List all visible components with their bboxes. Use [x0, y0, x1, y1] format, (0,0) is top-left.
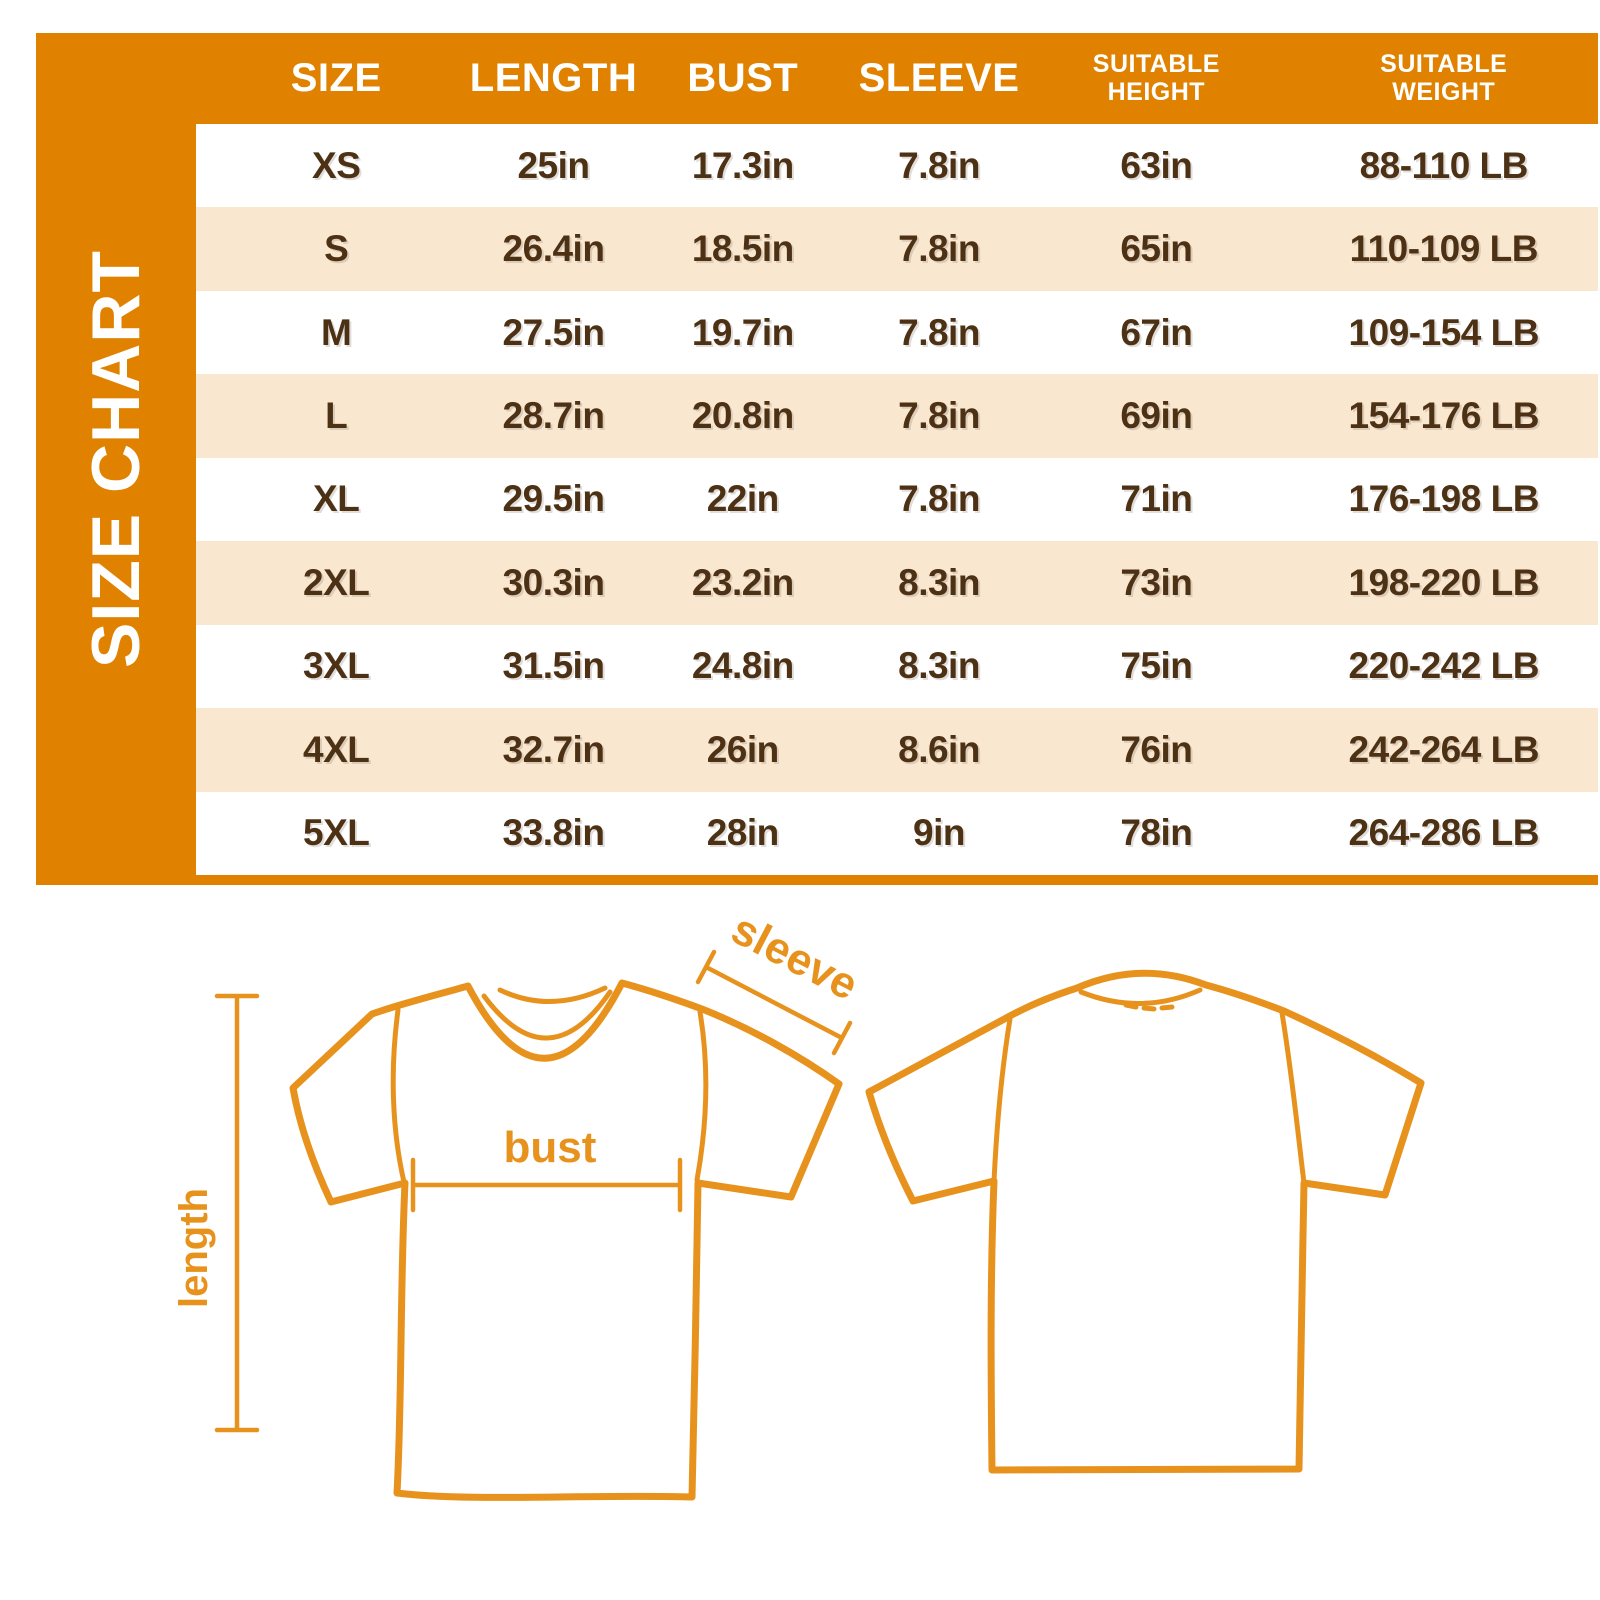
back-collar-stitches [1123, 1002, 1175, 1012]
cell-height: 78in [1120, 812, 1193, 854]
column-header-length: LENGTH [469, 56, 638, 100]
back-shirt-outline [865, 969, 1425, 1474]
cell-sleeve: 7.8in [898, 395, 980, 437]
cell-length: 26.4in [502, 228, 605, 270]
cell-bust: 22in [706, 478, 780, 520]
front-collar-inner-arc [481, 989, 613, 1041]
cell-height: 69in [1120, 395, 1193, 437]
sleeve-label: sleeve [724, 904, 866, 1010]
length-measure-line [214, 993, 260, 1433]
cell-height: 63in [1120, 144, 1193, 186]
cell-height: 75in [1120, 645, 1193, 687]
table-row-2xl: 2XL 30.3in 23.2in 8.3in 73in 198-220 LB [196, 541, 1598, 625]
column-header-bust: BUST [687, 56, 799, 100]
cell-length: 32.7in [502, 728, 605, 770]
cell-bust: 20.8in [691, 395, 794, 437]
cell-length: 29.5in [502, 478, 605, 520]
cell-length: 33.8in [502, 812, 605, 854]
cell-height: 73in [1120, 561, 1193, 603]
cell-size: XL [313, 478, 360, 520]
cell-length: 27.5in [502, 311, 605, 353]
back-right-armhole-seam [1279, 1010, 1307, 1186]
table-body: XS 25in 17.3in 7.8in 63in 88-110 LB S 26.4in 18.… [196, 124, 1598, 875]
cell-sleeve: 7.8in [898, 144, 980, 186]
cell-sleeve: 9in [913, 812, 966, 854]
size-chart-panel: SIZE CHART SIZE LENGTH BUST SLEEVE SUITA… [36, 33, 1598, 885]
cell-length: 30.3in [502, 561, 605, 603]
column-header-suitable-weight: SUITABLE WEIGHT [1380, 50, 1508, 106]
cell-sleeve: 8.3in [898, 645, 980, 687]
cell-weight: 176-198 LB [1348, 478, 1540, 520]
table-row-3xl: 3XL 31.5in 24.8in 8.3in 75in 220-242 LB [196, 624, 1598, 709]
cell-bust: 26in [706, 728, 780, 770]
cell-size: 4XL [303, 728, 370, 770]
cell-size: 2XL [303, 561, 370, 603]
cell-weight: 242-264 LB [1348, 728, 1540, 770]
cell-bust: 19.7in [691, 311, 794, 353]
cell-size: S [324, 228, 349, 270]
cell-bust: 28in [706, 812, 780, 854]
cell-sleeve: 7.8in [898, 311, 980, 353]
cell-bust: 18.5in [691, 228, 794, 270]
front-collar-top-line [497, 985, 608, 1004]
table-row-l: L 28.7in 20.8in 7.8in 69in 154-176 LB [196, 374, 1598, 458]
cell-length: 31.5in [502, 645, 605, 687]
cell-height: 67in [1120, 311, 1193, 353]
cell-size: XS [312, 144, 361, 186]
sleeve-measure-line [695, 949, 853, 1056]
sidebar: SIZE CHART [36, 33, 196, 885]
cell-size: 5XL [303, 812, 370, 854]
table-header-row: SIZE LENGTH BUST SLEEVE SUITABLE HEIGHT … [196, 33, 1598, 124]
cell-sleeve: 8.6in [898, 728, 980, 770]
cell-weight: 198-220 LB [1348, 561, 1540, 603]
back-collar-band-line [1078, 987, 1203, 1006]
table-row-m: M 27.5in 19.7in 7.8in 67in 109-154 LB [196, 290, 1598, 375]
cell-weight: 88-110 LB [1359, 144, 1529, 186]
table-row-5xl: 5XL 33.8in 28in 9in 78in 264-286 LB [196, 791, 1598, 875]
cell-size: L [325, 395, 348, 437]
cell-weight: 154-176 LB [1348, 395, 1540, 437]
cell-height: 71in [1120, 478, 1193, 520]
cell-length: 28.7in [502, 395, 605, 437]
column-header-suitable-height: SUITABLE HEIGHT [1092, 50, 1220, 106]
cell-sleeve: 7.8in [898, 478, 980, 520]
table-row-xl: XL 29.5in 22in 7.8in 71in 176-198 LB [196, 457, 1598, 542]
cell-height: 65in [1120, 228, 1193, 270]
cell-size: 3XL [303, 645, 370, 687]
length-label: length [172, 1188, 216, 1308]
table-row-4xl: 4XL 32.7in 26in 8.6in 76in 242-264 LB [196, 708, 1598, 792]
front-right-armhole-seam [694, 1009, 709, 1183]
front-shirt-outline [289, 979, 843, 1501]
bust-label: bust [504, 1123, 597, 1172]
cell-sleeve: 8.3in [898, 561, 980, 603]
cell-bust: 17.3in [691, 144, 794, 186]
page-title: SIZE CHART [78, 250, 154, 668]
cell-weight: 109-154 LB [1348, 311, 1540, 353]
table-row-xs: XS 25in 17.3in 7.8in 63in 88-110 LB [196, 124, 1598, 208]
column-header-size: SIZE [290, 56, 382, 100]
column-header-sleeve: SLEEVE [858, 56, 1020, 100]
cell-height: 76in [1120, 728, 1193, 770]
cell-sleeve: 7.8in [898, 228, 980, 270]
back-left-armhole-seam [991, 1016, 1013, 1184]
cell-bust: 23.2in [691, 561, 794, 603]
cell-length: 25in [517, 144, 590, 186]
cell-weight: 220-242 LB [1348, 645, 1540, 687]
front-left-armhole-seam [390, 1007, 407, 1185]
table-row-s: S 26.4in 18.5in 7.8in 65in 110-109 LB [196, 207, 1598, 291]
tshirt-measurement-diagram: length bust sleeve [172, 904, 1425, 1501]
bust-measure-line [410, 1157, 683, 1213]
size-table: SIZE LENGTH BUST SLEEVE SUITABLE HEIGHT … [196, 33, 1598, 885]
cell-weight: 110-109 LB [1349, 228, 1539, 270]
cell-weight: 264-286 LB [1348, 812, 1540, 854]
cell-bust: 24.8in [691, 645, 794, 687]
cell-size: M [321, 311, 352, 353]
